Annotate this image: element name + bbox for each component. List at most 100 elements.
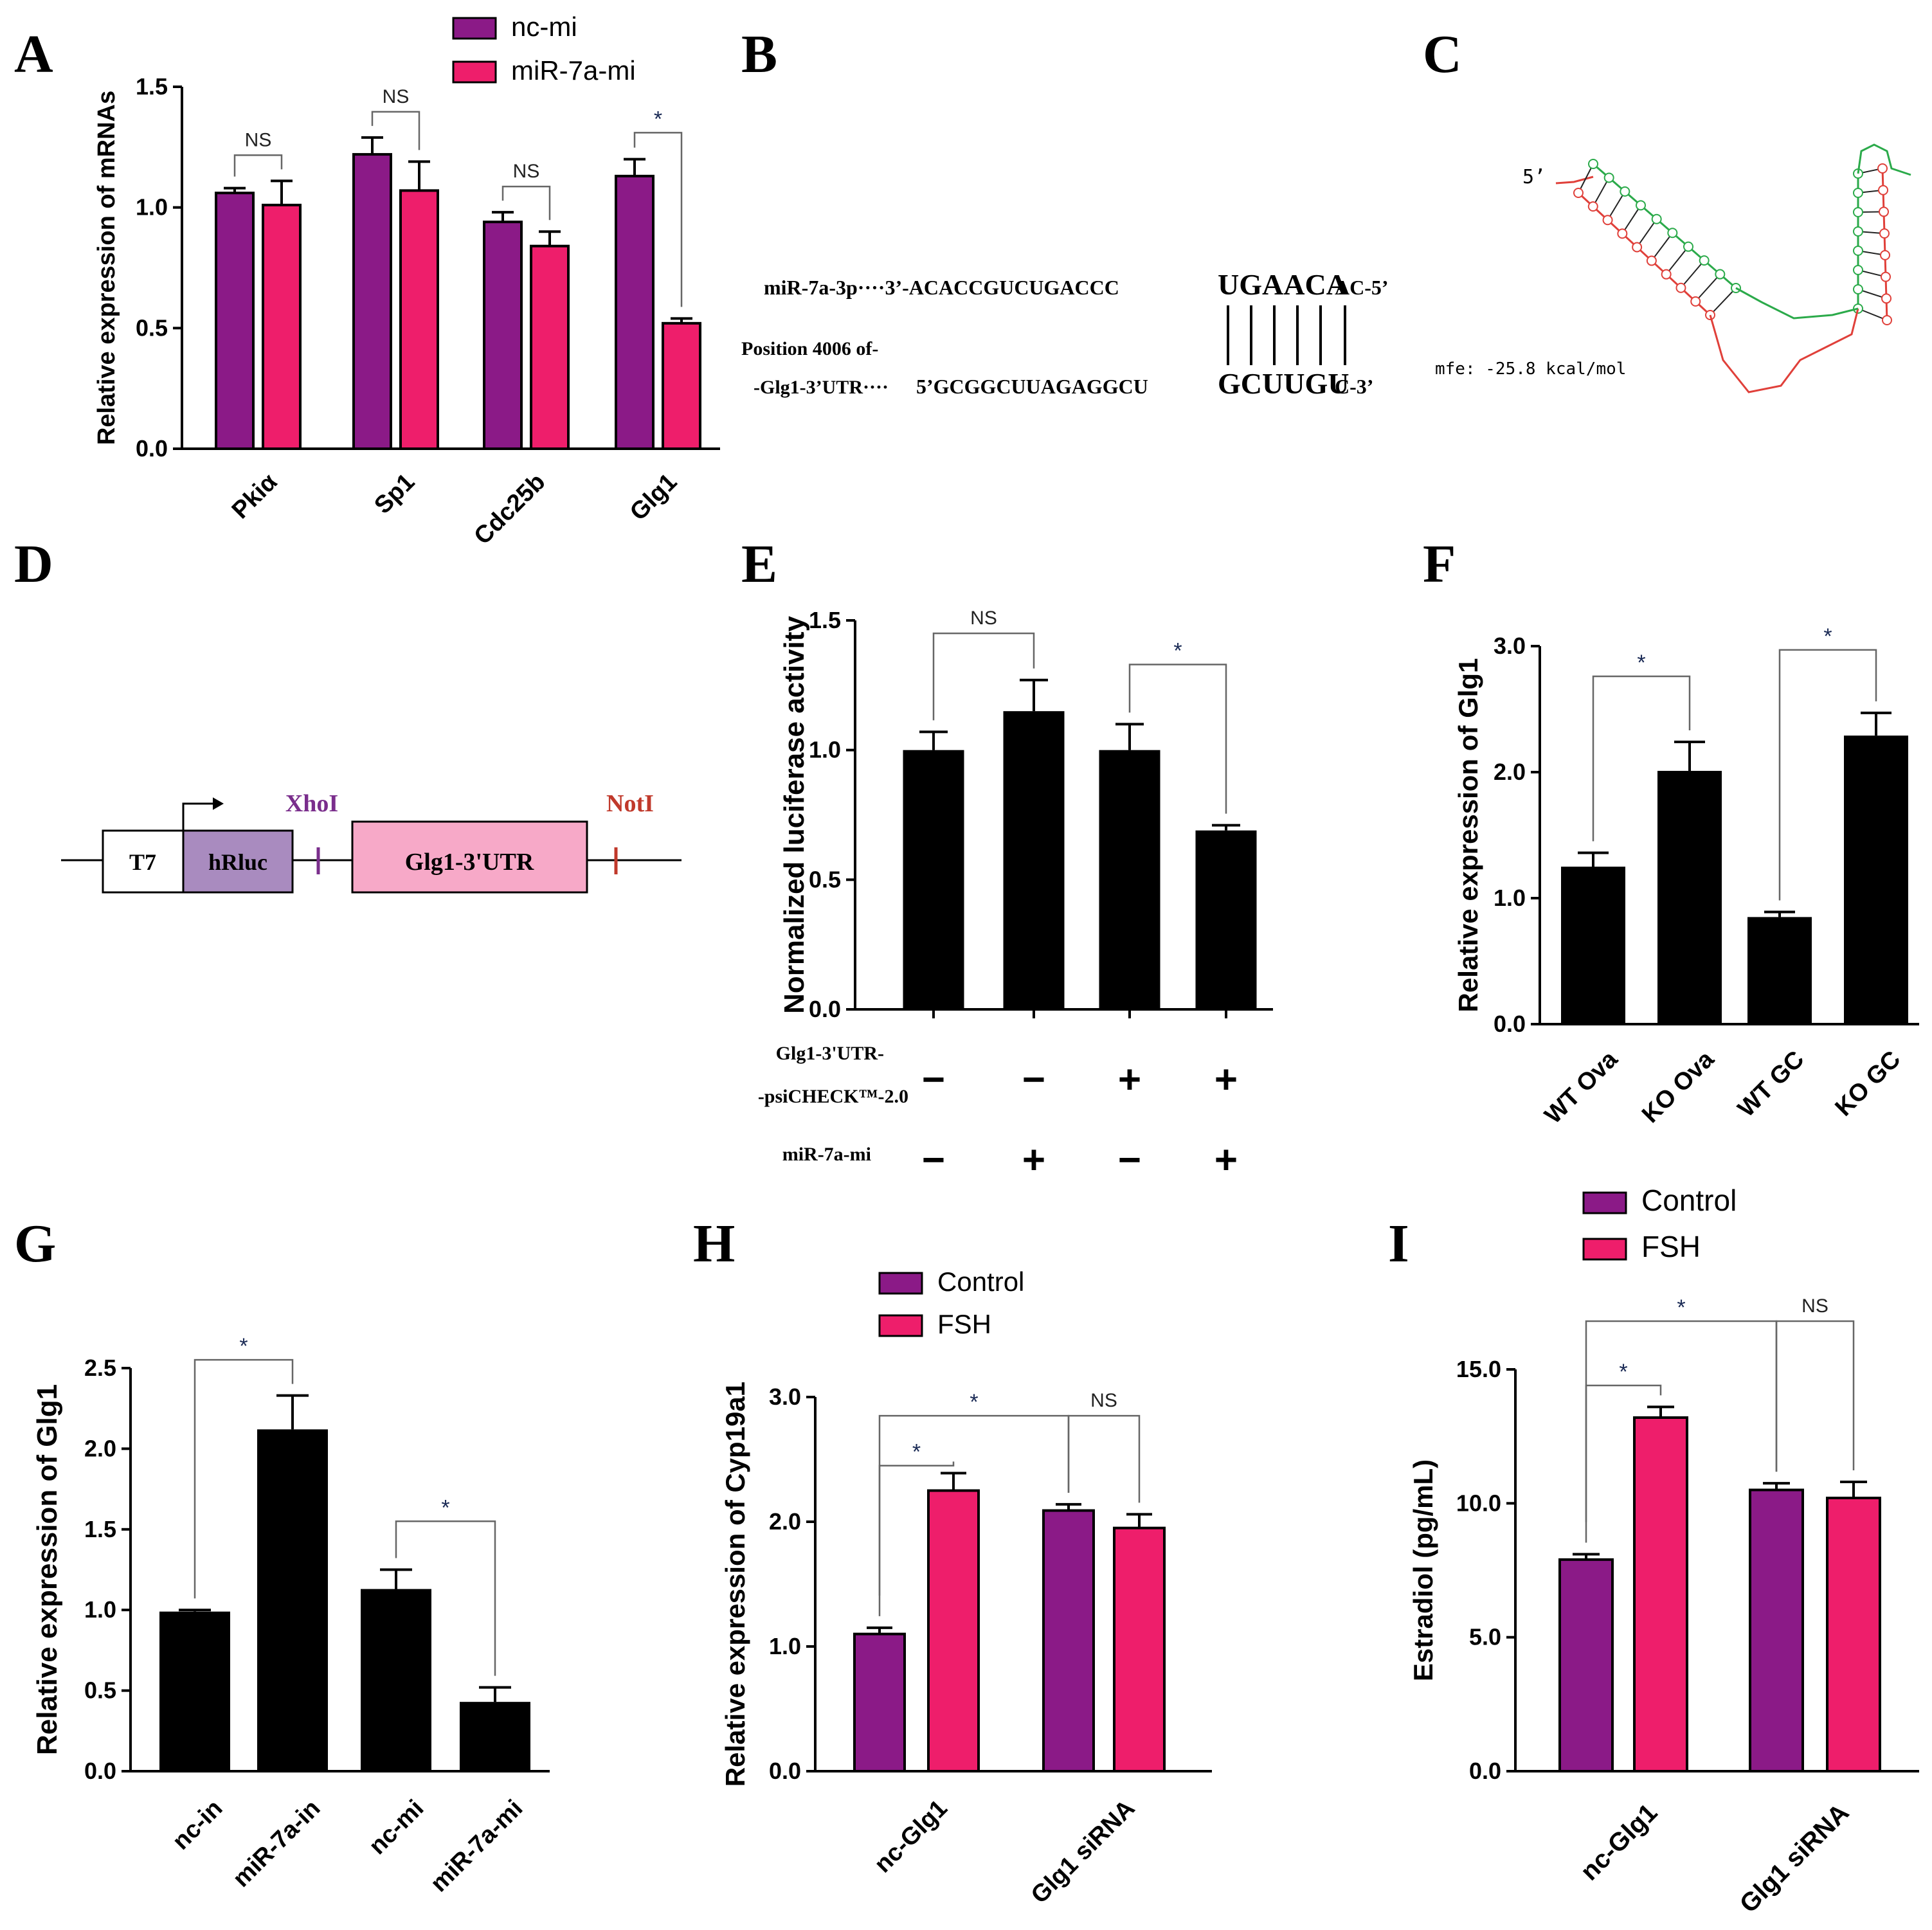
significance-label: * — [239, 1334, 248, 1358]
bar — [361, 1589, 431, 1771]
nucleotide — [1617, 228, 1628, 239]
xhoi-label: XhoI — [285, 790, 338, 817]
panel-letter-e: E — [741, 534, 777, 594]
legend-entry: nc-mi — [511, 12, 577, 42]
bar — [615, 174, 655, 450]
strand-backbone — [1593, 163, 1737, 289]
y-tick-label: 0.0 — [84, 1758, 116, 1784]
panel-d-construct-diagram: T7 hRluc XhoI Glg1-3'UTR NotI — [61, 790, 682, 894]
significance-bracket — [633, 132, 683, 307]
nucleotide — [1877, 163, 1888, 174]
bar — [1749, 1488, 1804, 1772]
base-pair-bond — [1651, 232, 1674, 262]
bar — [483, 221, 523, 450]
bar — [1099, 750, 1160, 1009]
legend-entry: Control — [1641, 1184, 1737, 1217]
nucleotide — [1878, 185, 1888, 195]
legend-swatch — [1582, 1191, 1627, 1214]
x-category-label: Cdc25b — [469, 469, 551, 550]
bar — [927, 1489, 980, 1772]
panel-letter-c: C — [1423, 24, 1462, 84]
x-category-label: KO Ova — [1637, 1045, 1720, 1128]
target-sequence: 5’GCGGCUUAGAGGCU — [916, 375, 1148, 398]
legend-swatch — [878, 1272, 923, 1295]
y-tick-label: 0.5 — [809, 866, 841, 892]
y-tick-label: 2.0 — [1494, 759, 1526, 785]
base-pair-bond — [1680, 260, 1705, 289]
hrluc-box — [182, 829, 294, 894]
strand-backbone — [1555, 176, 1594, 185]
chart-panel-f: 0.0 1.0 2.0 3.0 Relative expression of Glg1 W… — [1453, 624, 1919, 1129]
panel-letter-h: H — [693, 1214, 735, 1274]
panel-letter-b: B — [741, 24, 777, 84]
significance-label: NS — [513, 161, 540, 182]
strand-backbone — [1735, 287, 1859, 320]
panel-letter-i: I — [1388, 1214, 1409, 1274]
nucleotide — [1587, 201, 1598, 212]
target-suffix: C-3’ — [1335, 375, 1373, 398]
y-tick-label: 1.0 — [809, 737, 841, 763]
panel-letter-g: G — [14, 1214, 56, 1274]
condition-sign: + — [1022, 1138, 1045, 1182]
base-pair-bond — [1578, 163, 1594, 194]
base-pair-bond — [1857, 308, 1888, 321]
nucleotide — [1646, 255, 1657, 266]
y-axis-title: Relative expression of Cyp19a1 — [720, 1382, 750, 1787]
nucleotide — [1603, 172, 1614, 183]
x-category-label: Glg1 — [625, 469, 682, 526]
significance-bracket — [501, 185, 551, 221]
condition-sign: + — [1214, 1058, 1238, 1102]
x-category-label: nc-in — [167, 1795, 228, 1855]
panel-letters: A B C D E F G H I — [14, 24, 1462, 1274]
significance-label: NS — [1801, 1295, 1828, 1317]
y-tick-label: 3.0 — [769, 1384, 801, 1410]
y-tick-label: 1.0 — [136, 194, 168, 221]
nucleotide — [1853, 265, 1863, 275]
bar — [1826, 1497, 1881, 1772]
significance-label: * — [970, 1390, 978, 1414]
x-category-label: nc-mi — [364, 1795, 429, 1860]
condition-sign: − — [1022, 1058, 1045, 1102]
utr-label: Glg1-3'UTR — [405, 849, 534, 876]
significance-label: * — [1823, 624, 1832, 649]
y-axis-title: Estradiol (pg/mL) — [1408, 1459, 1438, 1681]
y-axis-title: Relative expression of mRNAs — [93, 91, 120, 445]
y-tick-label: 0.0 — [769, 1758, 801, 1784]
y-tick-label: 1.0 — [769, 1633, 801, 1659]
bar — [1561, 867, 1625, 1024]
condition-sign: + — [1118, 1058, 1141, 1102]
t7-label: T7 — [129, 849, 156, 875]
bar — [1633, 1416, 1688, 1772]
significance-label: * — [654, 107, 662, 131]
nucleotide — [1651, 213, 1662, 224]
bar — [1042, 1509, 1095, 1773]
panel-letter-a: A — [14, 24, 53, 84]
nucleotide — [1881, 293, 1891, 304]
target-seed: GCUUGU — [1218, 367, 1349, 400]
bar — [903, 750, 964, 1009]
nucleotide — [1882, 315, 1892, 325]
condition-row-label: -psiCHECK™-2.0 — [758, 1086, 908, 1107]
nucleotide — [1699, 255, 1710, 266]
y-tick-label: 0.0 — [809, 996, 841, 1022]
panel-c-secondary-structure: 5’ mfe: -25.8 kcal/mol — [1435, 143, 1911, 393]
t7-box — [102, 829, 185, 894]
y-tick-label: 0.5 — [136, 314, 168, 341]
x-category-label: Pkiα — [227, 469, 283, 525]
significance-label: * — [1619, 1360, 1627, 1384]
significance-bracket — [395, 1520, 496, 1676]
position-label: Position 4006 of- — [741, 338, 878, 359]
mirna-seed: UGAACA — [1218, 268, 1348, 301]
legend-swatch — [452, 17, 497, 40]
bar — [1657, 771, 1722, 1024]
target-label: -Glg1-3’UTR···· — [754, 377, 889, 398]
nucleotide — [1853, 188, 1863, 198]
y-axis-title: Normalized luciferase activity — [779, 616, 810, 1014]
noti-label: NotI — [606, 790, 654, 817]
nucleotide — [1853, 246, 1863, 256]
significance-label: * — [912, 1440, 921, 1465]
y-tick-label: 1.0 — [84, 1596, 116, 1623]
x-category-label: Sp1 — [369, 469, 420, 519]
significance-bracket — [194, 1358, 294, 1599]
